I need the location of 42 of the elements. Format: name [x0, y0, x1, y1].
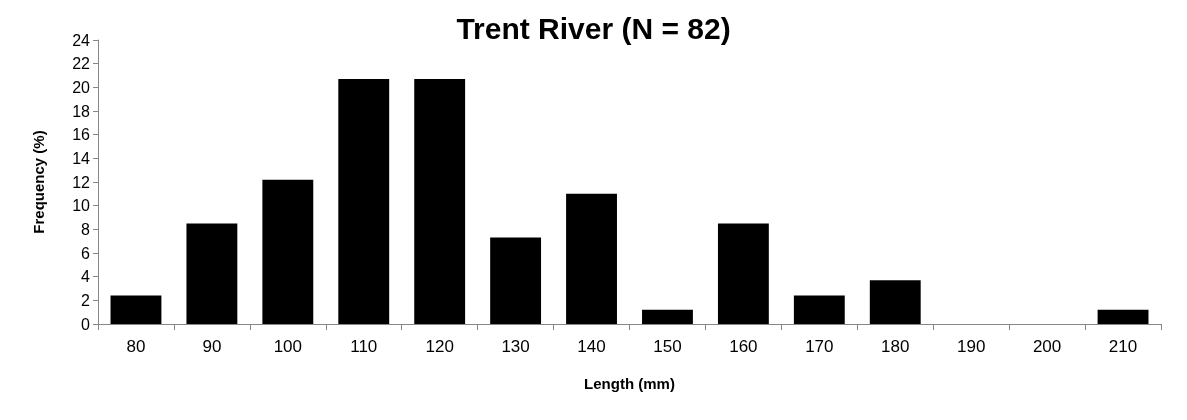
x-tick-label: 80 — [126, 337, 146, 356]
y-tick-label: 2 — [81, 291, 91, 309]
y-tick-label: 6 — [81, 244, 91, 262]
x-tick-label: 150 — [653, 337, 682, 356]
x-tick-label: 120 — [425, 337, 454, 356]
bar — [1097, 309, 1149, 324]
y-tick-label: 4 — [81, 268, 91, 286]
bar — [566, 193, 617, 324]
y-tick-label: 12 — [72, 173, 91, 191]
bar — [490, 237, 542, 324]
y-tick-label: 14 — [72, 149, 91, 167]
bar — [642, 309, 693, 324]
bar — [869, 280, 921, 324]
x-tick-label: 90 — [202, 337, 222, 356]
y-tick-label: 24 — [72, 31, 91, 49]
x-tick-label: 200 — [1032, 337, 1062, 356]
y-tick-label: 0 — [81, 315, 91, 333]
x-tick-label: 110 — [350, 337, 378, 356]
y-tick-label: 8 — [81, 220, 91, 238]
x-tick-label: 210 — [1108, 337, 1138, 356]
bar — [717, 223, 769, 324]
bar — [793, 295, 845, 324]
bar — [186, 223, 238, 324]
y-tick-label: 16 — [72, 126, 91, 144]
x-tick-label: 170 — [805, 337, 834, 356]
y-axis-title: Frequency (%) — [30, 130, 47, 234]
y-tick-label: 10 — [72, 197, 91, 215]
y-tick-label: 22 — [72, 55, 91, 73]
x-axis-title: Length (mm) — [584, 375, 675, 392]
chart-title: Trent River (N = 82) — [456, 11, 731, 45]
y-tick-label: 20 — [72, 78, 91, 96]
x-tick-label: 140 — [577, 337, 606, 356]
x-tick-label: 100 — [273, 337, 303, 356]
bar — [262, 179, 314, 324]
x-tick-label: 190 — [956, 337, 986, 356]
x-tick-label: 180 — [881, 337, 910, 356]
x-tick-label: 130 — [501, 337, 530, 356]
bar — [110, 295, 162, 324]
bar — [338, 79, 390, 324]
bar — [414, 79, 466, 324]
y-tick-label: 18 — [72, 102, 91, 120]
x-tick-label: 160 — [729, 337, 758, 356]
